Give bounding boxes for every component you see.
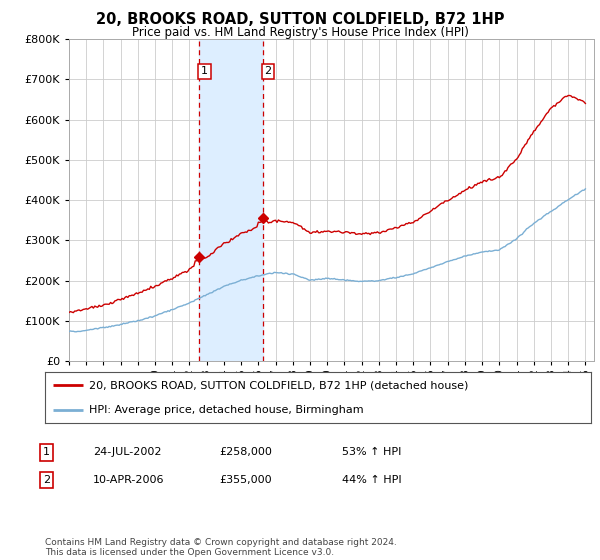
Text: 24-JUL-2002: 24-JUL-2002 xyxy=(93,447,161,458)
Text: HPI: Average price, detached house, Birmingham: HPI: Average price, detached house, Birm… xyxy=(89,405,364,415)
Text: 44% ↑ HPI: 44% ↑ HPI xyxy=(342,475,401,485)
Text: 10-APR-2006: 10-APR-2006 xyxy=(93,475,164,485)
Text: 20, BROOKS ROAD, SUTTON COLDFIELD, B72 1HP (detached house): 20, BROOKS ROAD, SUTTON COLDFIELD, B72 1… xyxy=(89,380,468,390)
Text: 20, BROOKS ROAD, SUTTON COLDFIELD, B72 1HP: 20, BROOKS ROAD, SUTTON COLDFIELD, B72 1… xyxy=(96,12,504,27)
Text: 2: 2 xyxy=(265,67,272,76)
Text: Contains HM Land Registry data © Crown copyright and database right 2024.
This d: Contains HM Land Registry data © Crown c… xyxy=(45,538,397,557)
Text: 1: 1 xyxy=(43,447,50,458)
Text: Price paid vs. HM Land Registry's House Price Index (HPI): Price paid vs. HM Land Registry's House … xyxy=(131,26,469,39)
Text: £258,000: £258,000 xyxy=(219,447,272,458)
Text: 1: 1 xyxy=(201,67,208,76)
Text: 53% ↑ HPI: 53% ↑ HPI xyxy=(342,447,401,458)
Text: 2: 2 xyxy=(43,475,50,485)
Text: £355,000: £355,000 xyxy=(219,475,272,485)
Bar xyxy=(199,39,263,361)
